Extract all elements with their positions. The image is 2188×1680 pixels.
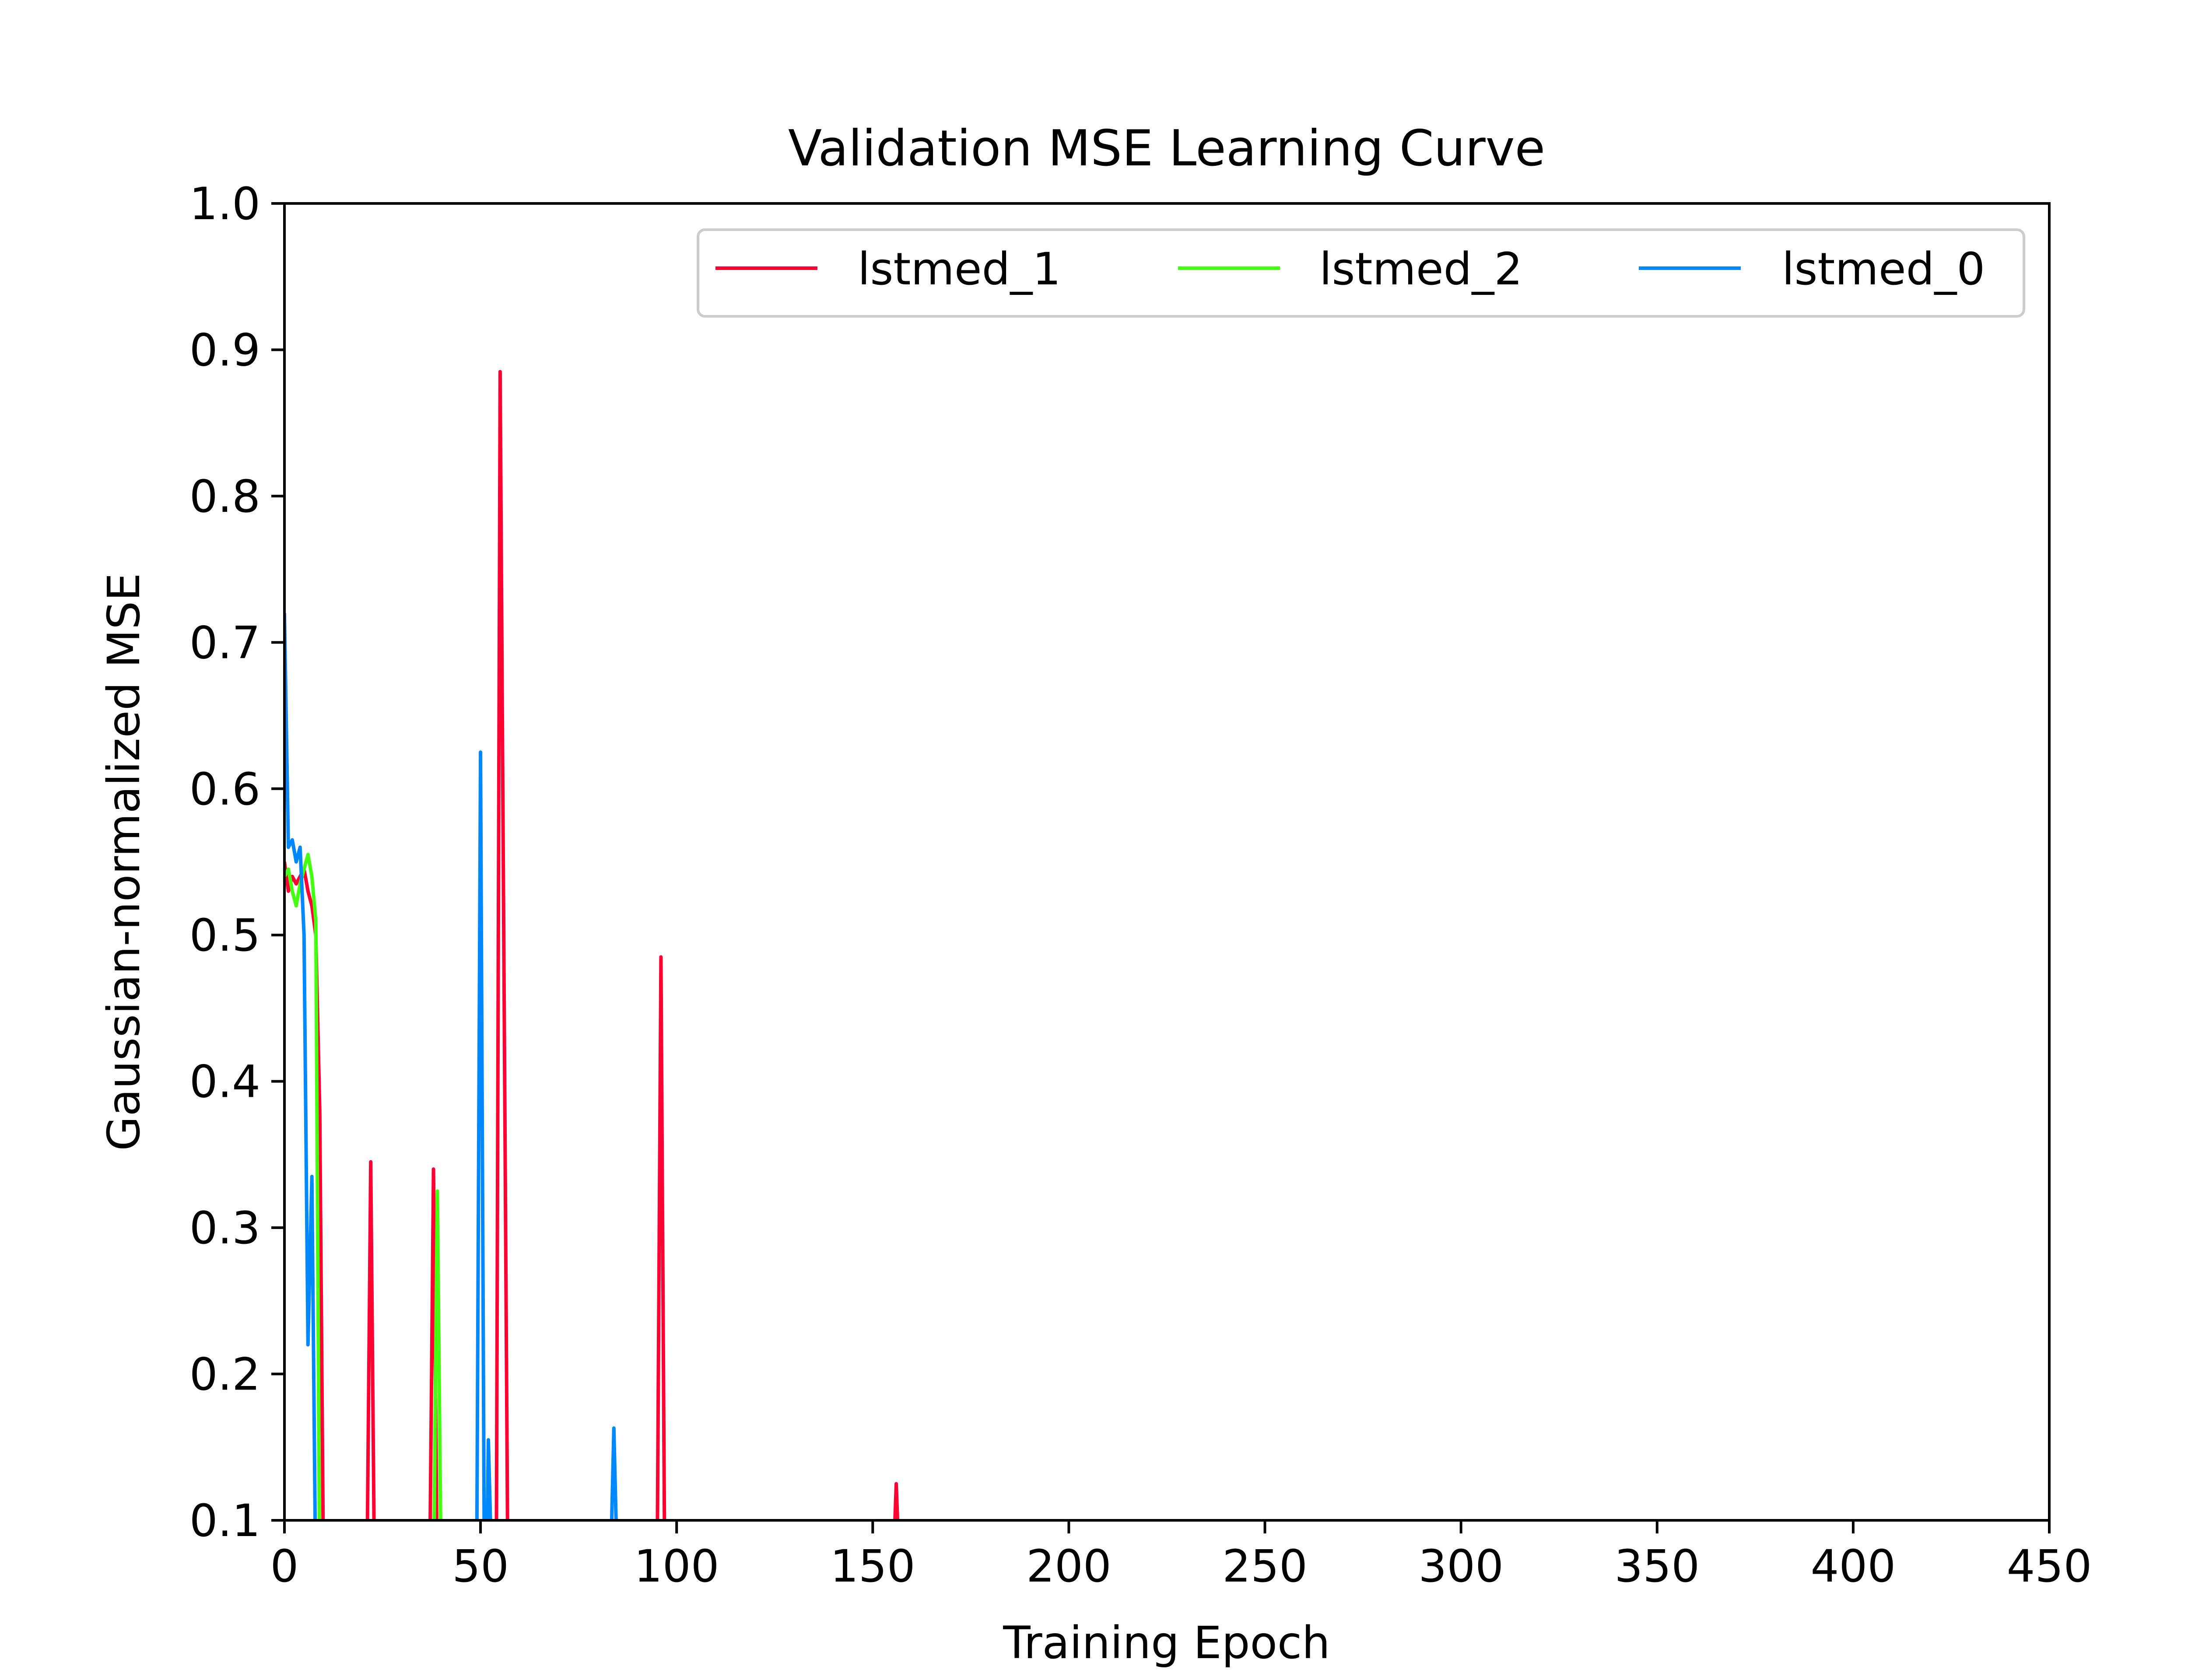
y-tick-label: 0.7 [189,617,260,669]
x-tick-label: 150 [830,1540,915,1592]
x-tick-label: 50 [452,1540,509,1592]
y-tick-label: 0.6 [189,763,260,816]
y-tick-label: 0.5 [189,910,260,962]
y-tick-label: 0.4 [189,1056,260,1108]
x-axis: 0 50 100 150 200 250 300 350 400 450 [270,1520,2092,1592]
series-line-lstmed-0 [284,613,618,1520]
y-tick-label: 0.3 [189,1202,260,1254]
x-tick-label: 300 [1418,1540,1504,1592]
y-axis: 0.1 0.2 0.3 0.4 0.5 0.6 0.7 0.8 0.9 1.0 [189,178,284,1547]
plot-frame [283,202,2051,1522]
y-axis-label: Gaussian-normalized MSE [98,573,150,1151]
series-line-lstmed-1 [284,370,900,1520]
series-line-lstmed-2 [284,853,442,1520]
x-tick-label: 100 [634,1540,719,1592]
x-tick-label: 350 [1614,1540,1700,1592]
legend-label-lstmed-0: lstmed_0 [1782,243,1985,295]
y-tick-label: 0.8 [189,471,260,523]
x-tick-label: 0 [270,1540,299,1592]
x-axis-label: Training Epoch [1003,1617,1330,1669]
y-tick-label: 0.2 [189,1349,260,1401]
x-tick-label: 450 [2007,1540,2092,1592]
legend-label-lstmed-1: lstmed_1 [858,243,1061,295]
y-tick-label: 0.9 [189,324,260,376]
x-tick-label: 250 [1222,1540,1308,1592]
x-tick-label: 200 [1026,1540,1112,1592]
legend-box [697,228,2025,318]
y-tick-label: 1.0 [189,178,260,230]
chart-title: Validation MSE Learning Curve [788,119,1545,177]
y-tick-label: 0.1 [189,1495,260,1547]
series-layer [284,370,900,1520]
legend: lstmed_1 lstmed_2 lstmed_0 [697,228,2025,318]
legend-label-lstmed-2: lstmed_2 [1319,243,1522,295]
x-tick-label: 400 [1811,1540,1896,1592]
